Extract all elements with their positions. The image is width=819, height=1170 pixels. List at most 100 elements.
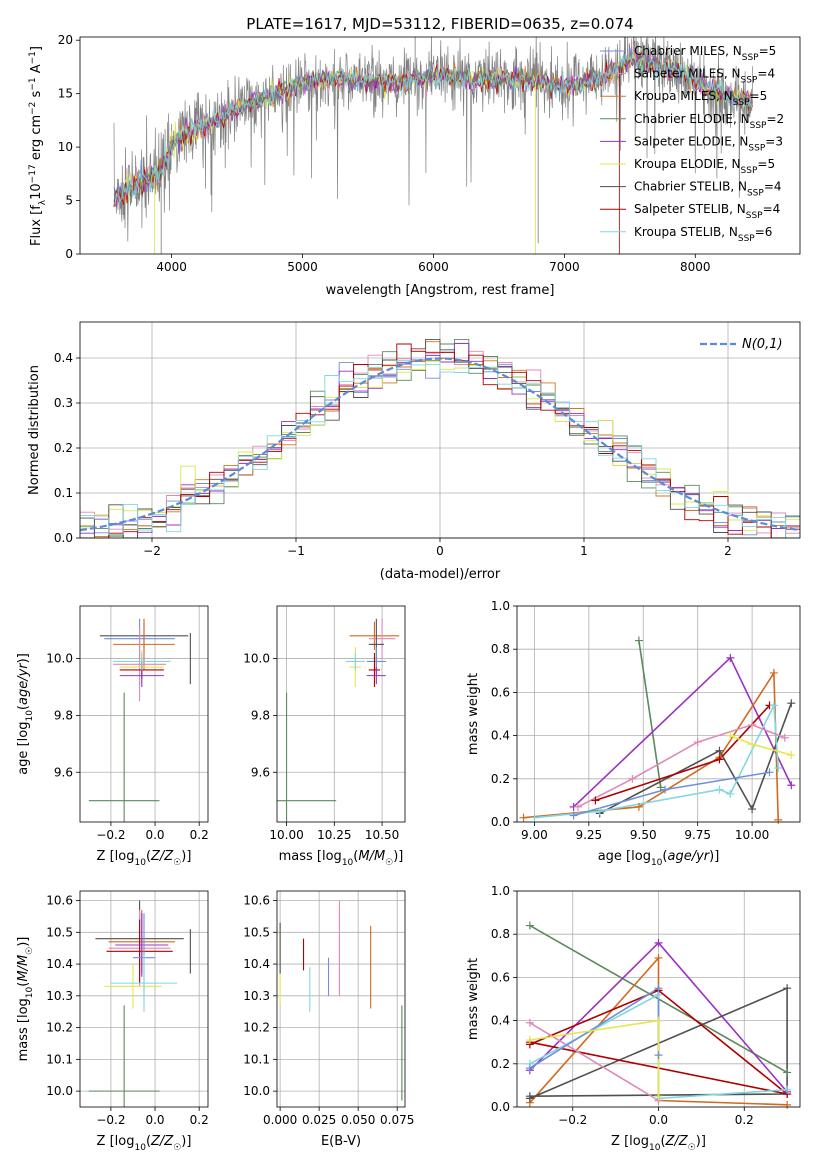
label-part: ( — [146, 1134, 151, 1149]
weight-point-marker — [787, 781, 796, 790]
weight-point-marker — [774, 764, 783, 772]
y-tick-label: 10.5 — [243, 925, 270, 939]
label-part: Salpeter MILES, N — [634, 67, 741, 81]
legend-label: Kroupa ELODIE, NSSP=5 — [634, 157, 775, 176]
weight-point-marker — [654, 953, 663, 962]
y-tick-label: 10.1 — [243, 1052, 270, 1066]
x-axis-label: E(B-V) — [321, 1134, 361, 1149]
axes-frame — [276, 890, 406, 1108]
legend-label: Salpeter MILES, NSSP=4 — [634, 67, 775, 86]
weight-point-marker — [654, 938, 663, 947]
label-part: )] — [16, 653, 31, 663]
x-tick-label: 7000 — [549, 260, 580, 274]
plot-area — [279, 900, 403, 1101]
label-part: =6 — [755, 225, 773, 239]
y-tick-label: 10 — [58, 140, 73, 154]
x-axis-label: mass [log10(M/M☉)] — [279, 849, 404, 868]
label-part: )] — [181, 1134, 191, 1149]
y-tick-label: 0.4 — [491, 729, 510, 743]
label-part: ] — [29, 46, 44, 51]
label-part: 10 — [25, 710, 35, 722]
label-part: )] — [393, 849, 403, 864]
legend-label: Salpeter STELIB, NSSP=4 — [634, 202, 780, 221]
axes-frame — [79, 36, 801, 255]
label-part: mass [log — [16, 998, 31, 1061]
label-part: 10 — [134, 858, 146, 868]
weight-point-marker — [748, 720, 757, 729]
age-vs-metallicity-panel: −0.2 0.0 0.29.69.810.0Z [log10(Z/Z☉)]age [… — [16, 605, 209, 868]
x-axis-label: (data-model)/error — [380, 567, 501, 582]
legend-label: Salpeter ELODIE, NSSP=3 — [634, 134, 783, 153]
y-tick-label: 1.0 — [491, 884, 510, 898]
label-part: =5 — [759, 44, 777, 58]
label-part: SSP — [746, 211, 763, 221]
x-tick-label: 0.0 — [649, 1113, 668, 1127]
label-part: −1 — [28, 77, 38, 90]
y-tick-label: 0.8 — [491, 927, 510, 941]
label-part: Salpeter STELIB, N — [634, 202, 746, 216]
weight-series-line — [523, 670, 779, 820]
x-tick-label: 0.2 — [735, 1113, 754, 1127]
label-part: Z/Z — [150, 1134, 174, 1149]
label-part: SSP — [750, 121, 767, 131]
x-tick-label: 0.050 — [341, 1113, 375, 1127]
weight-point-marker — [765, 768, 774, 777]
y-axis-label: Normed distribution — [27, 365, 42, 495]
plot-area — [113, 37, 754, 254]
plot-area — [88, 618, 191, 822]
label-part: =5 — [750, 89, 768, 103]
weight-point-marker — [780, 733, 789, 742]
weight-series-line — [599, 702, 793, 815]
label-part: ☉ — [173, 1143, 181, 1153]
label-part: age/yr — [16, 662, 31, 705]
y-tick-label: 10.5 — [46, 925, 73, 939]
weight-point-marker — [726, 789, 735, 798]
label-part: 10 — [649, 1143, 661, 1153]
label-part: SSP — [741, 76, 758, 86]
y-tick-label: 1.0 — [491, 599, 510, 613]
plot-area — [88, 900, 191, 1107]
label-part: SSP — [748, 143, 765, 153]
x-axis-label: age [log10(age/yr)] — [598, 849, 720, 868]
legend-label: Chabrier ELODIE, NSSP=2 — [634, 112, 784, 131]
weight-point-marker — [525, 921, 534, 930]
x-tick-label: 0.000 — [263, 1113, 297, 1127]
y-tick-label: 20 — [58, 33, 73, 47]
weight-point-marker — [693, 738, 702, 747]
y-tick-label: 0 — [65, 247, 73, 261]
label-part: SSP — [742, 53, 759, 63]
label-part: ( — [662, 849, 667, 864]
weight-series-line — [534, 702, 779, 819]
y-tick-label: 10.3 — [243, 989, 270, 1003]
weight-point-marker — [783, 984, 792, 993]
y-tick-label: 0.8 — [491, 642, 510, 656]
y-axis-label: mass weight — [466, 958, 481, 1040]
age-vs-mass-panel: 10.00 10.25 10.50 9.6 9.8 10.0 mass [log10(M/M… — [243, 605, 406, 868]
y-tick-label: 10.2 — [243, 1021, 270, 1035]
x-tick-label: 0.2 — [190, 828, 209, 842]
x-tick-label: 10.25 — [317, 828, 351, 842]
weight-series-line — [573, 656, 793, 808]
mass-vs-extinction-panel: 0.000 0.025 0.050 0.075 10.0 10.1 10.2 10.3 10.4… — [243, 890, 414, 1149]
label-part: −17 — [28, 164, 38, 183]
legend-label: Kroupa STELIB, NSSP=6 — [634, 225, 772, 244]
weight-point-marker — [783, 1068, 792, 1077]
label-part: ( — [16, 705, 31, 710]
weight-point-marker — [783, 1085, 792, 1094]
label-part: erg cm — [29, 115, 44, 164]
label-part: Z [log — [97, 849, 135, 864]
plot-area — [80, 338, 800, 538]
y-tick-label: 9.6 — [251, 765, 270, 779]
label-part: M/M — [358, 849, 385, 864]
label-part: ( — [146, 849, 151, 864]
weight-series-line — [529, 1019, 660, 1097]
label-part: Z [log — [97, 1134, 135, 1149]
label-part: )] — [181, 849, 191, 864]
weight-point-marker — [748, 805, 757, 814]
spectrum-panel: 4000 5000 6000 7000 8000 0 5 10 15 20 wavelength [… — [28, 33, 801, 298]
y-axis-label: mass [log10(M/M☉)] — [16, 937, 35, 1062]
x-tick-label: 9.50 — [630, 828, 657, 842]
label-part: A — [29, 64, 44, 77]
y-tick-label: 9.8 — [54, 708, 73, 722]
